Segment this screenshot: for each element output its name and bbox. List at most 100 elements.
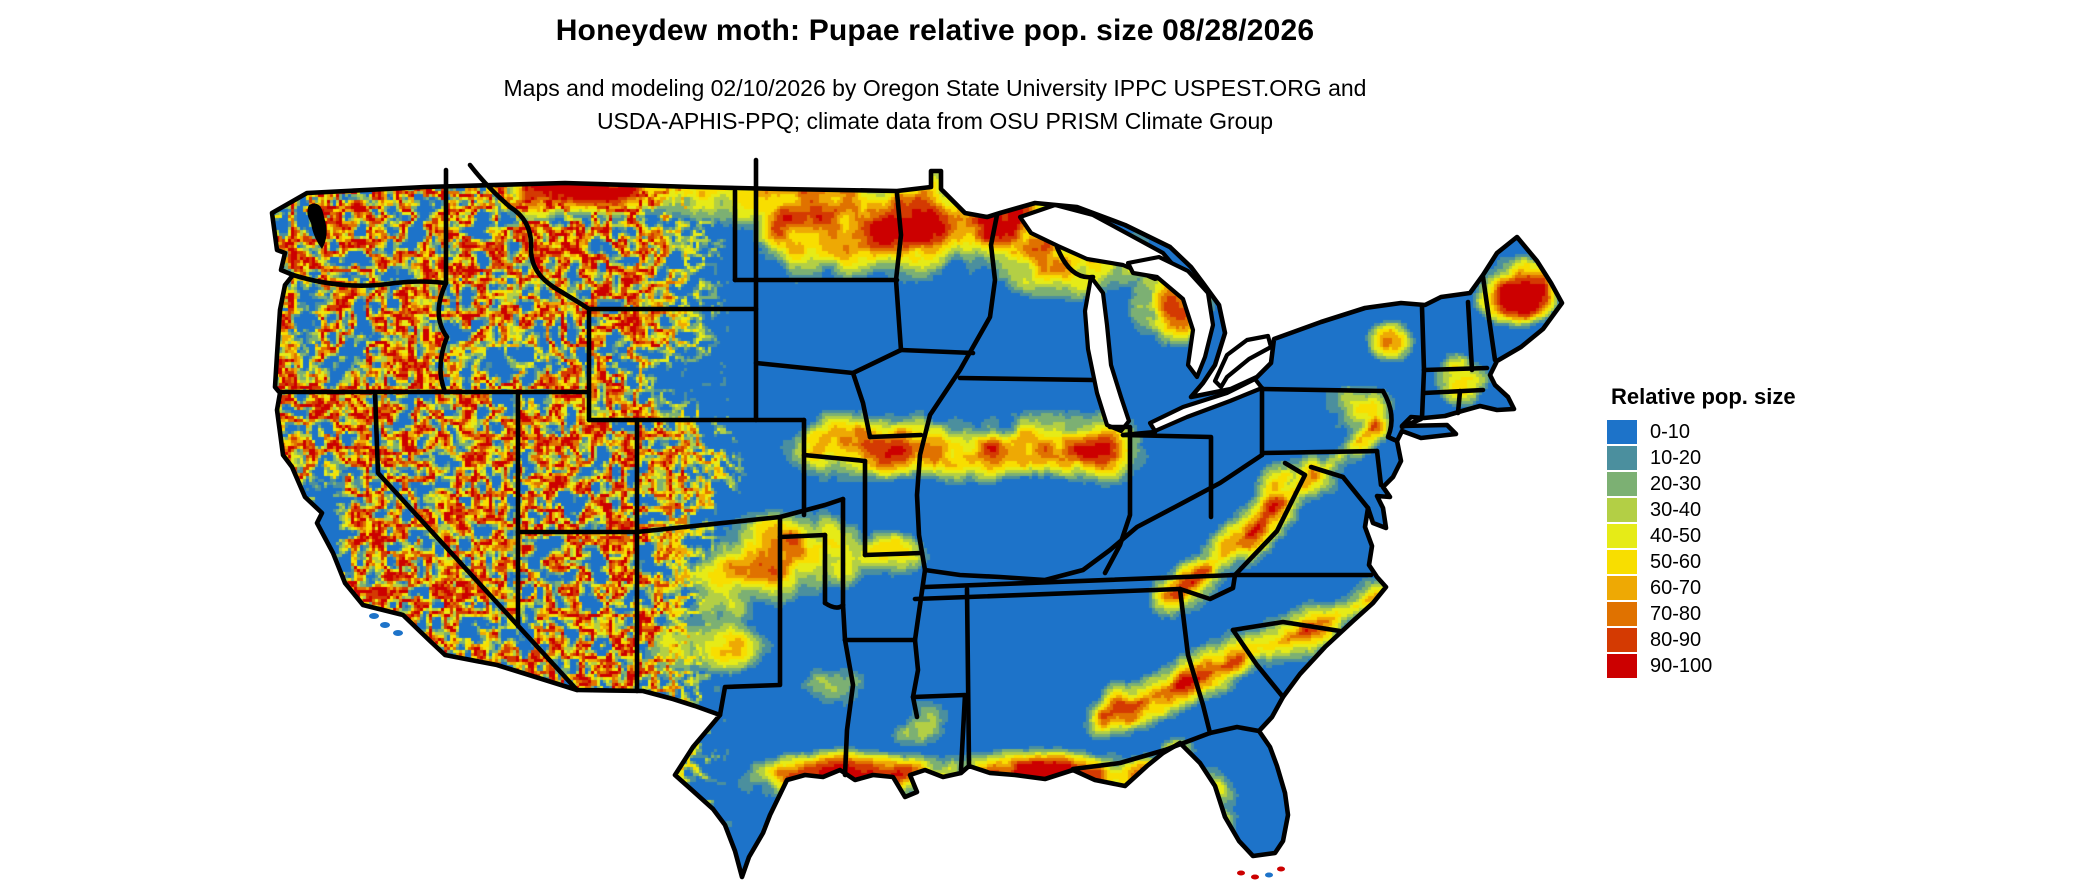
state-border-line <box>912 586 1183 602</box>
map-borders-overlay <box>269 157 1565 880</box>
state-border-line <box>1259 386 1386 394</box>
legend-rows: 0-10 10-20 20-30 30-40 40-50 50-60 60-70 70-80 8… <box>1607 419 1796 679</box>
state-border-line <box>290 272 449 288</box>
florida-keys-dot <box>1277 866 1285 872</box>
state-border-line <box>957 375 1096 383</box>
state-border-line <box>1419 304 1427 373</box>
legend-item-label: 0-10 <box>1650 420 1691 443</box>
channel-island-dot <box>393 630 403 636</box>
legend-item-label: 50-60 <box>1650 550 1702 573</box>
legend-item: 10-20 <box>1607 445 1796 471</box>
state-border-line <box>822 600 846 610</box>
state-border-line <box>1380 388 1400 444</box>
state-border-line <box>467 162 592 312</box>
legend-item: 40-50 <box>1607 523 1796 549</box>
us-coast-outline <box>269 168 1565 880</box>
header: Honeydew moth: Pupae relative pop. size … <box>0 14 1870 138</box>
state-border-line <box>1455 388 1463 416</box>
state-border-line <box>850 347 904 376</box>
state-border-line <box>910 692 968 773</box>
state-border-line <box>898 347 976 356</box>
legend-title: Relative pop. size <box>1611 384 1796 409</box>
legend-item: 30-40 <box>1607 497 1796 523</box>
legend-item: 80-90 <box>1607 627 1796 653</box>
state-border-line <box>1070 730 1213 772</box>
state-border-line <box>893 190 904 353</box>
state-border-line <box>1232 460 1308 578</box>
legend-item-label: 20-30 <box>1650 472 1702 495</box>
page-title: Honeydew moth: Pupae relative pop. size … <box>555 14 1315 47</box>
state-border-line <box>964 586 972 768</box>
legend-item-label: 70-80 <box>1650 602 1702 625</box>
state-border-line <box>910 212 1000 720</box>
legend-item: 90-100 <box>1607 653 1796 679</box>
state-border-line <box>1207 724 1262 736</box>
state-border-line <box>1120 429 1158 438</box>
state-border-line <box>842 637 856 778</box>
state-border-line <box>922 452 1265 583</box>
us-risk-map <box>225 125 1570 892</box>
legend-item: 70-80 <box>1607 601 1796 627</box>
state-border-line <box>867 432 924 440</box>
state-border-line <box>850 370 873 440</box>
legend-swatch-icon <box>1607 524 1637 548</box>
legend-item-label: 60-70 <box>1650 576 1702 599</box>
state-border-line <box>1480 274 1498 363</box>
channel-island-dot <box>369 613 379 619</box>
great-lake-shape <box>1147 376 1265 434</box>
state-border-line <box>801 452 868 464</box>
state-border-line <box>840 602 848 643</box>
legend-item-label: 40-50 <box>1650 524 1702 547</box>
great-lake-shape <box>1125 254 1216 380</box>
state-border-line <box>1054 244 1096 280</box>
legend-swatch-icon <box>1607 472 1637 496</box>
legend-swatch-icon <box>1607 628 1637 652</box>
state-border-line <box>1102 424 1133 576</box>
state-border-line <box>436 280 450 395</box>
legend-item: 50-60 <box>1607 549 1796 575</box>
state-border-line <box>862 550 925 558</box>
florida-keys-dot <box>1237 870 1245 876</box>
state-border-line <box>1308 464 1371 511</box>
legend-item-label: 80-90 <box>1650 628 1702 651</box>
legend-swatch-icon <box>1607 420 1637 444</box>
state-border-line <box>1230 619 1343 634</box>
florida-keys-dot <box>1265 872 1273 878</box>
legend: Relative pop. size 0-10 10-20 20-30 30-40 40… <box>1607 384 1796 679</box>
state-border-line <box>1177 586 1213 736</box>
legend-item: 0-10 <box>1607 419 1796 445</box>
legend-swatch-icon <box>1607 602 1637 626</box>
state-border-line <box>372 389 580 693</box>
state-border-line <box>1421 365 1490 373</box>
page-subtitle: Maps and modeling 02/10/2026 by Oregon S… <box>0 72 1870 138</box>
legend-swatch-icon <box>1607 498 1637 522</box>
legend-item: 20-30 <box>1607 471 1796 497</box>
legend-swatch-icon <box>1607 446 1637 470</box>
legend-item-label: 10-20 <box>1650 446 1702 469</box>
subtitle-line-1: Maps and modeling 02/10/2026 by Oregon S… <box>503 75 1367 101</box>
state-border-line <box>717 514 783 718</box>
state-border-line <box>1177 572 1238 602</box>
legend-swatch-icon <box>1607 550 1637 574</box>
florida-keys-dot <box>1251 874 1259 880</box>
great-lake-shape <box>1082 274 1132 434</box>
state-border-line <box>515 496 846 535</box>
state-border-line <box>1419 367 1427 421</box>
legend-swatch-icon <box>1607 576 1637 600</box>
state-border-line <box>1260 448 1380 456</box>
state-border-line <box>753 360 856 376</box>
state-border-line <box>1465 299 1475 373</box>
puget-sound-shape <box>307 203 327 249</box>
state-border-line <box>1421 387 1486 396</box>
legend-swatch-icon <box>1607 654 1637 678</box>
legend-item: 60-70 <box>1607 575 1796 601</box>
state-border-line <box>1120 432 1214 520</box>
channel-island-dot <box>380 622 390 628</box>
state-border-line <box>777 532 828 540</box>
state-border-line <box>1374 448 1384 488</box>
legend-item-label: 90-100 <box>1650 654 1713 677</box>
legend-item-label: 30-40 <box>1650 498 1702 521</box>
state-border-line <box>922 572 1238 590</box>
state-border-line <box>1230 627 1286 700</box>
